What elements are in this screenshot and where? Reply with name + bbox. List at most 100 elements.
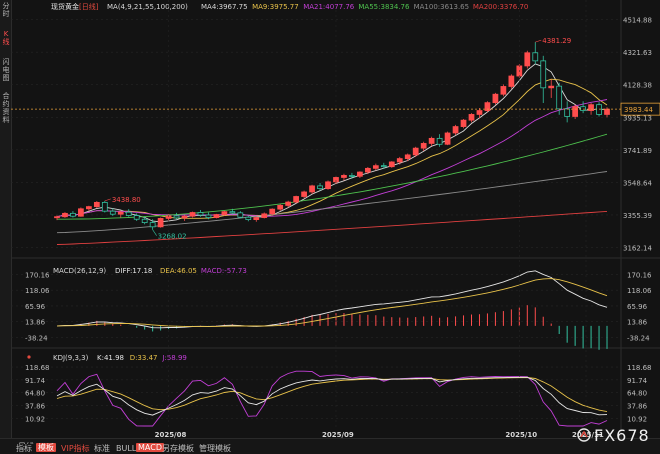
- candle-body: [396, 158, 403, 163]
- kdj-tick-label: 37.86: [627, 403, 648, 411]
- kdj-legend-item: D:33.47: [130, 354, 158, 362]
- kdj-tick-label-left: 10.92: [25, 415, 45, 423]
- candle-body: [325, 181, 331, 189]
- time-tick-label: 2025/10: [505, 431, 537, 438]
- candle-body: [460, 119, 467, 127]
- candle-body: [293, 196, 299, 203]
- candlesticks: [11, 42, 621, 230]
- sidebar-tab-contract-info[interactable]: 合约资料: [2, 92, 10, 124]
- ma-legend-item: MA100:3613.65: [414, 3, 470, 11]
- ma-legend-item: MA9:3975.77: [252, 3, 299, 11]
- kdj-panel: KDJ(9,3,3) K:41.98 D:33.47 J:58.99 118.68 118…: [11, 354, 652, 427]
- candle-body: [365, 167, 371, 173]
- macd-tick-label: 13.86: [627, 319, 648, 327]
- candle-body: [540, 60, 547, 89]
- macd-tick-label-left: 13.86: [25, 319, 46, 327]
- bottom-template-bar: 指标 模板 VIP指标 标准 BULL MACD 另存模板 管理模板: [0, 443, 660, 453]
- candle-body: [508, 75, 515, 87]
- kdj-marker-icon: [27, 355, 31, 359]
- candle-body: [349, 175, 355, 177]
- candle-body: [317, 185, 323, 189]
- ma-params: MA(4,9,21,55,100,200): [107, 3, 188, 11]
- candle-body: [141, 218, 148, 224]
- tab-macd[interactable]: MACD: [136, 443, 164, 452]
- current-price-box: [620, 102, 660, 116]
- candle-body: [500, 86, 507, 95]
- kdj-tick-label: 118.68: [627, 364, 652, 372]
- ma-legend-item: MA200:3376.70: [473, 3, 529, 11]
- candle-body: [62, 212, 68, 218]
- candle-body: [580, 106, 586, 111]
- candle-body: [380, 165, 387, 168]
- candle-body: [93, 201, 100, 208]
- ma-legend-item: MA55:3834.76: [358, 3, 410, 11]
- macd-legend-item: MACD:-57.73: [201, 267, 247, 275]
- macd-tick-label-left: -38.24: [25, 334, 48, 342]
- candle-body: [117, 211, 124, 215]
- annotation-leader: [104, 198, 111, 202]
- candle-body: [564, 108, 571, 117]
- candle-body: [436, 137, 443, 145]
- kdj-params: KDJ(9,3,3): [53, 354, 89, 362]
- price-tick-label: 4321.63: [623, 49, 652, 57]
- chart-area[interactable]: 现货黄金 [日线] MA(4,9,21,55,100,200) MA4:3967…: [11, 0, 660, 438]
- period-label: [日线]: [79, 2, 99, 11]
- tab-bull[interactable]: BULL: [116, 444, 137, 453]
- candle-body: [428, 137, 435, 144]
- candle-body: [229, 211, 236, 214]
- tab-template[interactable]: 模板: [36, 443, 56, 452]
- sidebar-tab-timeshare[interactable]: 分时: [2, 2, 10, 18]
- macd-legend-item: DEA:46.05: [160, 267, 197, 275]
- kdj-tick-label: 91.74: [627, 377, 648, 385]
- kdj-tick-label-left: 64.80: [25, 390, 45, 398]
- time-tick-label: 2025/08: [155, 431, 187, 438]
- candle-body: [588, 104, 594, 111]
- sidebar-tab-kline[interactable]: K线: [2, 30, 10, 46]
- candle-body: [133, 215, 140, 220]
- annotation-leader: [152, 229, 157, 236]
- moving-average-lines: [56, 63, 608, 245]
- main-legend: 现货黄金 [日线] MA(4,9,21,55,100,200) MA4:3967…: [51, 2, 528, 11]
- ma-line-ma4: [56, 63, 608, 223]
- kdj-j-line: [56, 370, 608, 427]
- candle-body: [492, 93, 499, 104]
- price-tick-label: 3935.13: [623, 114, 652, 122]
- candle-body: [532, 52, 539, 62]
- macd-tick-label-left: 118.06: [25, 287, 50, 295]
- candle-body: [604, 108, 610, 115]
- candle-body: [70, 212, 76, 217]
- candle-body: [245, 216, 252, 220]
- macd-tick-label: 65.96: [627, 303, 648, 311]
- macd-diff-line: [56, 270, 608, 329]
- price-tick-label: 3355.39: [623, 212, 652, 220]
- price-tick-label: 4514.88: [623, 17, 652, 25]
- candle-body: [452, 126, 459, 134]
- annotation-label: 3438.80: [112, 196, 141, 204]
- grid-lines: [11, 0, 660, 438]
- tab-save-template[interactable]: 另存模板: [162, 444, 194, 453]
- candle-body: [420, 143, 427, 149]
- candle-body: [484, 102, 491, 111]
- candle-body: [181, 215, 188, 219]
- kdj-d-line: [56, 377, 608, 413]
- candle-body: [285, 201, 292, 206]
- time-tick-label: 2025/09: [322, 431, 354, 438]
- tab-indicator[interactable]: 指标: [16, 444, 32, 453]
- candle-body: [261, 213, 268, 218]
- candle-body: [309, 185, 315, 193]
- candle-body: [556, 85, 563, 110]
- candle-body: [404, 154, 411, 159]
- kdj-tick-label-left: 91.74: [25, 377, 46, 385]
- candle-body: [86, 206, 92, 210]
- kdj-tick-label-left: 118.68: [25, 364, 50, 372]
- tab-vip-indicator[interactable]: VIP指标: [61, 444, 90, 453]
- watermark: FX678: [594, 426, 650, 445]
- kdj-tick-label: 10.92: [627, 415, 647, 423]
- candle-body: [205, 214, 212, 218]
- candle-body: [444, 132, 451, 145]
- tab-standard[interactable]: 标准: [94, 444, 110, 453]
- sidebar-tab-flash-chart[interactable]: 闪电图: [2, 58, 10, 82]
- ma-legend-item: MA21:4077.76: [303, 3, 355, 11]
- tab-manage-template[interactable]: 管理模板: [199, 444, 231, 453]
- macd-panel: MACD(26,12,9) DIFF:17.18 DEA:46.05 MACD:-57…: [11, 267, 652, 350]
